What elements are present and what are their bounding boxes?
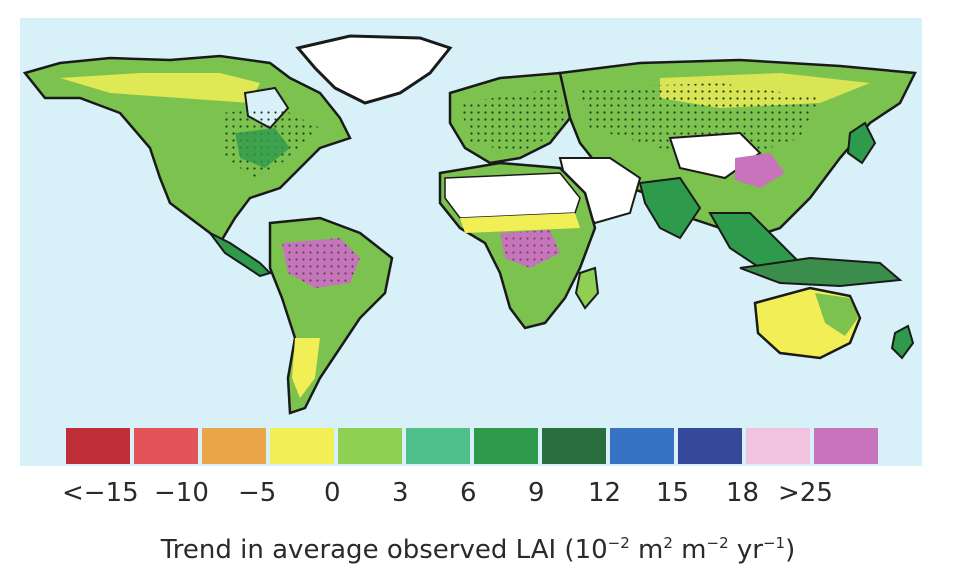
legend-swatch: [338, 428, 402, 464]
legend-swatch: [746, 428, 810, 464]
india: [638, 176, 702, 240]
greenland: [295, 34, 453, 105]
sahara-no-data: [444, 172, 581, 219]
legend-color-bar: [66, 428, 878, 464]
central-america: [209, 232, 272, 278]
legend-label: <−15: [62, 478, 139, 508]
amazon-stipple: [282, 238, 360, 288]
caption-prefix: Trend in average observed LAI (10: [160, 535, 608, 565]
caption-yr: yr: [728, 535, 763, 565]
map-panel: [20, 18, 922, 466]
legend-swatch: [134, 428, 198, 464]
world-map: [22, 34, 917, 415]
legend-swatch: [814, 428, 878, 464]
legend-label: >25: [778, 478, 833, 508]
legend-swatch: [66, 428, 130, 464]
legend-swatch: [474, 428, 538, 464]
legend-label: 12: [588, 478, 622, 508]
indonesia: [739, 256, 903, 288]
caption-suffix: ): [785, 535, 796, 565]
canada-yellow-band: [60, 73, 260, 103]
patagonia-yellow: [292, 338, 320, 398]
legend-swatch: [542, 428, 606, 464]
legend-swatch: [270, 428, 334, 464]
legend-label: 6: [460, 478, 477, 508]
legend-label: 15: [656, 478, 690, 508]
caption-exp2: 2: [663, 534, 673, 552]
caption-exp4: −1: [762, 534, 786, 552]
map-caption: Trend in average observed LAI (10−2 m2 m…: [0, 534, 956, 565]
china-purple: [735, 153, 785, 188]
legend-label: 0: [324, 478, 341, 508]
new-zealand: [890, 324, 915, 360]
caption-exp1: −2: [607, 534, 630, 552]
legend-label: 9: [528, 478, 545, 508]
madagascar: [574, 266, 600, 310]
legend-label: 3: [392, 478, 409, 508]
caption-exp3: −2: [706, 534, 729, 552]
australia-green: [815, 293, 858, 336]
japan: [846, 121, 877, 165]
caption-m2: m: [672, 535, 707, 565]
legend-tick-labels: <−15 −10 −5 0 3 6 9 12 15 18 >25: [62, 478, 882, 512]
north-america-dark: [235, 128, 290, 168]
legend-swatch: [406, 428, 470, 464]
europe-stipple: [460, 88, 565, 153]
legend-label: −10: [154, 478, 209, 508]
caption-m1: m: [629, 535, 664, 565]
legend-label: 18: [726, 478, 760, 508]
congo-stipple: [500, 230, 560, 268]
sahel-band: [460, 213, 580, 233]
legend-swatch: [202, 428, 266, 464]
legend-label: −5: [238, 478, 277, 508]
asia-stipple: [580, 83, 820, 158]
legend-swatch: [610, 428, 674, 464]
legend-swatch: [678, 428, 742, 464]
